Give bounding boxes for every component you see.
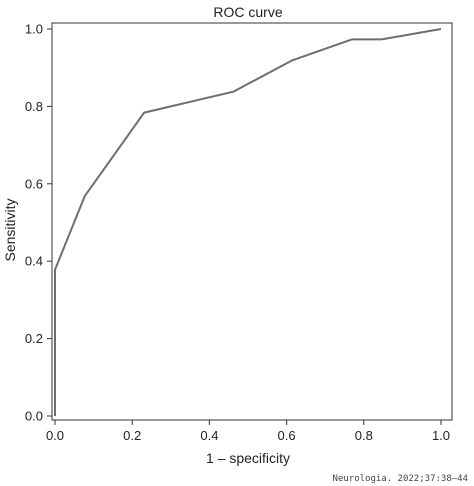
roc-curve-line xyxy=(54,28,442,416)
x-tick-label: 0.4 xyxy=(200,428,218,443)
x-axis-label: 1 – specificity xyxy=(206,450,290,466)
y-tick-label: 0.4 xyxy=(25,254,43,269)
y-axis-label: Sensitivity xyxy=(2,198,18,261)
plot-frame xyxy=(51,22,453,421)
y-tick-label: 0.8 xyxy=(25,99,43,114)
y-tick-label: 0.0 xyxy=(25,409,43,424)
y-tick-label: 0.6 xyxy=(25,176,43,191)
x-tick-label: 0.2 xyxy=(123,428,141,443)
series-layer xyxy=(54,28,442,416)
source-credit: Neurologia. 2022;37:38–44 xyxy=(333,474,468,484)
x-tick-label: 0.0 xyxy=(46,428,64,443)
chart-title: ROC curve xyxy=(213,4,282,20)
y-tick-label: 0.2 xyxy=(25,331,43,346)
y-tick-label: 1.0 xyxy=(25,22,43,37)
x-tick-label: 0.6 xyxy=(278,428,296,443)
x-tick-label: 0.8 xyxy=(355,428,373,443)
y-axis-ticks: 0.0 0.2 0.4 0.6 0.8 1.0 xyxy=(25,22,52,424)
x-axis-ticks: 0.0 0.2 0.4 0.6 0.8 1.0 xyxy=(46,420,450,443)
x-tick-label: 1.0 xyxy=(432,428,450,443)
